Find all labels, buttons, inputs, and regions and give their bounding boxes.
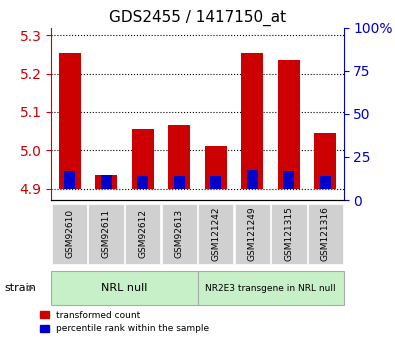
Bar [59, 52, 81, 189]
Bar [132, 129, 154, 189]
Text: GSM92611: GSM92611 [102, 209, 111, 258]
Bar [247, 170, 258, 189]
Bar [320, 176, 331, 189]
Legend: transformed count, percentile rank within the sample: transformed count, percentile rank withi… [36, 307, 213, 337]
Bar [314, 133, 336, 189]
Bar [210, 176, 221, 189]
Text: GSM92610: GSM92610 [65, 209, 74, 258]
Text: NRL null: NRL null [101, 283, 148, 293]
Bar [95, 175, 117, 189]
Title: GDS2455 / 1417150_at: GDS2455 / 1417150_at [109, 10, 286, 26]
Text: NR2E3 transgene in NRL null: NR2E3 transgene in NRL null [205, 284, 336, 293]
Text: GSM121249: GSM121249 [248, 206, 257, 261]
Bar [64, 171, 75, 189]
Text: GSM92612: GSM92612 [138, 209, 147, 258]
Bar [174, 176, 185, 189]
Bar [101, 175, 112, 189]
Bar [205, 146, 227, 189]
Text: strain: strain [4, 283, 36, 293]
Bar [168, 125, 190, 189]
Text: GSM121242: GSM121242 [211, 207, 220, 261]
Bar [283, 171, 294, 189]
Text: GSM121316: GSM121316 [321, 206, 330, 261]
Text: GSM92613: GSM92613 [175, 209, 184, 258]
Bar [278, 60, 300, 189]
Bar [137, 176, 148, 189]
Bar [241, 52, 263, 189]
Text: GSM121315: GSM121315 [284, 206, 293, 261]
